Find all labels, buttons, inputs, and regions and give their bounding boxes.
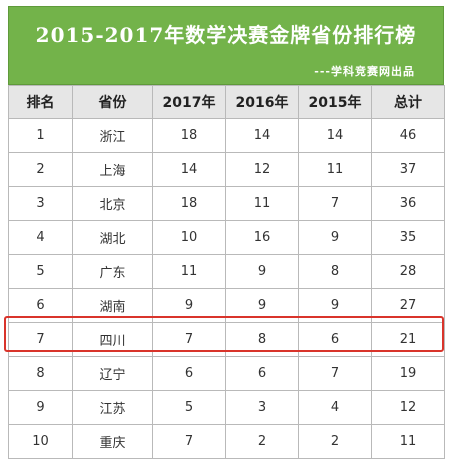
table-row: 4 湖北 10 16 9 35 — [8, 220, 445, 255]
cell-total: 37 — [371, 152, 445, 187]
table-row: 8 辽宁 6 6 7 19 — [8, 356, 445, 391]
cell-2017: 11 — [152, 254, 226, 289]
cell-total: 36 — [371, 186, 445, 221]
cell-2015: 8 — [298, 254, 372, 289]
table-row: 2 上海 14 12 11 37 — [8, 152, 445, 187]
cell-2015: 7 — [298, 356, 372, 391]
cell-2017: 5 — [152, 390, 226, 425]
cell-total: 11 — [371, 424, 445, 459]
cell-rank: 6 — [8, 288, 73, 323]
cell-rank: 9 — [8, 390, 73, 425]
cell-2016: 6 — [225, 356, 299, 391]
cell-2016: 9 — [225, 288, 299, 323]
banner-title: 2015-2017年数学决赛金牌省份排行榜 — [35, 23, 417, 47]
cell-total: 21 — [371, 322, 445, 357]
cell-province: 江苏 — [72, 390, 153, 425]
cell-province: 湖北 — [72, 220, 153, 255]
cell-province: 四川 — [72, 322, 153, 357]
ranking-table: 排名 省份 2017年 2016年 2015年 总计 1 浙江 18 14 14… — [8, 85, 445, 459]
cell-2015: 6 — [298, 322, 372, 357]
table-row: 5 广东 11 9 8 28 — [8, 254, 445, 289]
cell-total: 12 — [371, 390, 445, 425]
cell-province: 辽宁 — [72, 356, 153, 391]
cell-2017: 9 — [152, 288, 226, 323]
table-row: 1 浙江 18 14 14 46 — [8, 118, 445, 153]
cell-2015: 9 — [298, 288, 372, 323]
header-rank: 排名 — [8, 85, 73, 119]
cell-2015: 2 — [298, 424, 372, 459]
cell-province: 浙江 — [72, 118, 153, 153]
banner-subtitle: ---学科竞赛网出品 — [314, 65, 415, 78]
table-row: 3 北京 18 11 7 36 — [8, 186, 445, 221]
cell-2015: 4 — [298, 390, 372, 425]
cell-province: 广东 — [72, 254, 153, 289]
cell-province: 上海 — [72, 152, 153, 187]
cell-rank: 1 — [8, 118, 73, 153]
header-2015: 2015年 — [298, 85, 372, 119]
table-row: 10 重庆 7 2 2 11 — [8, 424, 445, 459]
cell-2017: 7 — [152, 322, 226, 357]
title-banner: 2015-2017年数学决赛金牌省份排行榜 ---学科竞赛网出品 — [8, 6, 444, 85]
cell-2016: 14 — [225, 118, 299, 153]
cell-2017: 18 — [152, 118, 226, 153]
cell-2017: 10 — [152, 220, 226, 255]
cell-2017: 14 — [152, 152, 226, 187]
table-header-row: 排名 省份 2017年 2016年 2015年 总计 — [8, 85, 445, 119]
cell-province: 北京 — [72, 186, 153, 221]
cell-rank: 4 — [8, 220, 73, 255]
cell-total: 28 — [371, 254, 445, 289]
cell-total: 46 — [371, 118, 445, 153]
cell-rank: 5 — [8, 254, 73, 289]
table-row: 6 湖南 9 9 9 27 — [8, 288, 445, 323]
cell-rank: 2 — [8, 152, 73, 187]
ranking-document: 2015-2017年数学决赛金牌省份排行榜 ---学科竞赛网出品 排名 省份 2… — [4, 6, 445, 459]
cell-rank: 10 — [8, 424, 73, 459]
cell-rank: 3 — [8, 186, 73, 221]
cell-2016: 11 — [225, 186, 299, 221]
cell-2017: 18 — [152, 186, 226, 221]
cell-total: 27 — [371, 288, 445, 323]
cell-2016: 9 — [225, 254, 299, 289]
cell-2015: 11 — [298, 152, 372, 187]
header-province: 省份 — [72, 85, 153, 119]
cell-2016: 2 — [225, 424, 299, 459]
cell-rank: 7 — [8, 322, 73, 357]
cell-2017: 6 — [152, 356, 226, 391]
cell-2016: 12 — [225, 152, 299, 187]
cell-2016: 3 — [225, 390, 299, 425]
cell-total: 19 — [371, 356, 445, 391]
header-2017: 2017年 — [152, 85, 226, 119]
header-total: 总计 — [371, 85, 445, 119]
cell-2016: 8 — [225, 322, 299, 357]
cell-rank: 8 — [8, 356, 73, 391]
header-2016: 2016年 — [225, 85, 299, 119]
cell-2015: 14 — [298, 118, 372, 153]
cell-province: 重庆 — [72, 424, 153, 459]
cell-2016: 16 — [225, 220, 299, 255]
cell-2017: 7 — [152, 424, 226, 459]
cell-total: 35 — [371, 220, 445, 255]
table-row-highlighted: 7 四川 7 8 6 21 — [8, 322, 445, 357]
cell-2015: 7 — [298, 186, 372, 221]
table-row: 9 江苏 5 3 4 12 — [8, 390, 445, 425]
cell-province: 湖南 — [72, 288, 153, 323]
cell-2015: 9 — [298, 220, 372, 255]
